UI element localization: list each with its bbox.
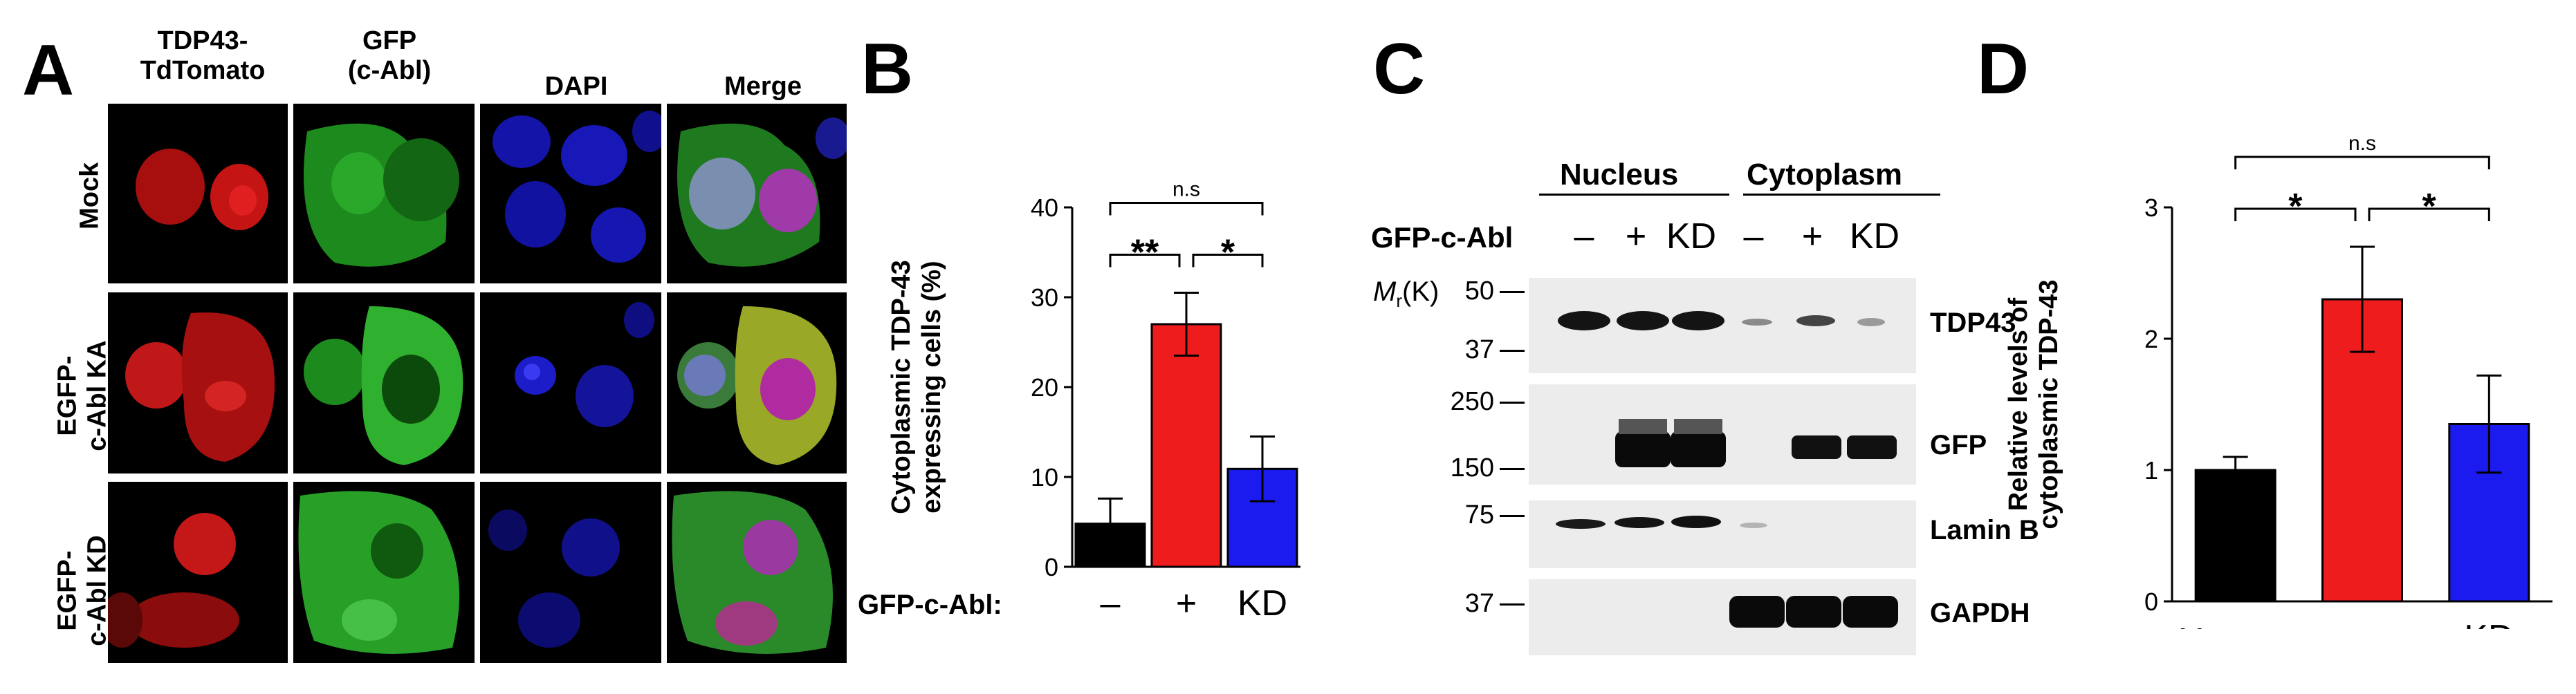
significance-bracket [2234, 207, 2357, 221]
mw-tick-150 [1500, 468, 1525, 470]
column-header-dapi: DAPI [544, 72, 608, 101]
significance-bracket [2368, 207, 2490, 221]
blot-tdp43 [1529, 278, 1916, 373]
mw-tick-250 [1500, 402, 1525, 404]
y-tick-label: 0 [2144, 588, 2158, 616]
category-axis-label: GFP-c-Abl: [858, 590, 1002, 620]
mw-tick-37b [1500, 603, 1525, 606]
y-tick-label: 1 [2144, 456, 2158, 485]
mw-marker-150: 150 [1450, 453, 1494, 482]
image-kd-dapi [480, 482, 661, 663]
row-header-kd: EGFP- c-Abl KD [53, 535, 111, 646]
significance-label: n.s [2348, 132, 2376, 155]
blot-gapdh [1529, 579, 1916, 655]
image-ka-tdp43 [108, 292, 288, 473]
blot-lamin-b [1529, 500, 1916, 568]
mw-marker-37a: 37 [1464, 335, 1494, 364]
treatment-row-label: GFP-c-Abl [1371, 221, 1514, 254]
blot-label-tdp43: TDP43 [1930, 308, 2016, 338]
category-axis-label: GFP-c-Abl: [2068, 624, 2213, 629]
fraction-label-cytoplasm: Cytoplasm [1747, 158, 1902, 191]
fraction-underline-nucleus [1539, 194, 1729, 196]
mw-tick-37a [1500, 350, 1525, 352]
lane-label-2: + [1625, 216, 1647, 256]
blot-gfp [1529, 384, 1916, 485]
y-axis-label: Cytoplasmic TDP-43expressing cells (%) [887, 260, 946, 514]
significance-bracket [1192, 254, 1264, 268]
blot-label-gfp: GFP [1930, 430, 1987, 460]
y-axis-label: Relative levels ofcytoplasmic TDP-43 [2004, 279, 2063, 529]
blot-label-gapdh: GAPDH [1930, 598, 2030, 628]
significance-label: n.s [1172, 178, 1200, 201]
panel-label-b: B [861, 29, 914, 109]
mw-tick-50 [1500, 291, 1525, 293]
category-label: + [1176, 583, 1197, 623]
row-header-ka: EGFP- c-Abl KA [53, 340, 111, 451]
significance-label: ** [1131, 233, 1159, 273]
image-mock-gfp [293, 104, 475, 283]
image-ka-merge [667, 292, 847, 473]
bar [1150, 323, 1222, 568]
fraction-underline-cytoplasm [1743, 194, 1940, 196]
category-label: – [1101, 583, 1121, 623]
image-mock-tdp43 [108, 104, 288, 283]
chart-b: 0 10 20 30 40 Cytoplasmic TDP-43expressing ce… [858, 178, 1300, 623]
blot-label-lamin-b: Lamin B [1930, 515, 2039, 545]
panel-label-d: D [1977, 29, 2030, 109]
row-header-mock: Mock [75, 162, 104, 229]
y-tick-label: 20 [1031, 373, 1058, 402]
y-tick-label: 30 [1031, 283, 1058, 312]
y-tick-label: 10 [1031, 463, 1058, 491]
image-mock-dapi [480, 104, 661, 283]
column-header-tdp43: TDP43- TdTomato [140, 26, 266, 85]
lane-label-3: KD [1666, 216, 1717, 256]
panel-label-c: C [1373, 29, 1426, 109]
mw-tick-75 [1500, 515, 1525, 517]
lane-label-1: – [1574, 216, 1594, 256]
lane-label-6: KD [1849, 216, 1900, 256]
panel-label-a: A [22, 30, 75, 111]
image-mock-merge [667, 104, 847, 283]
significance-bracket [1109, 254, 1181, 268]
image-kd-gfp [293, 482, 475, 663]
lane-label-5: + [1801, 216, 1823, 256]
significance-bracket [2234, 156, 2490, 169]
mw-marker-75: 75 [1464, 500, 1494, 529]
column-header-merge: Merge [724, 72, 802, 101]
image-kd-merge [667, 482, 847, 663]
column-header-gfp: GFP (c-Abl) [347, 26, 432, 85]
significance-label: * [1221, 233, 1235, 273]
mw-marker-250: 250 [1450, 387, 1494, 416]
category-label: – [2225, 618, 2245, 629]
mw-marker-50: 50 [1464, 276, 1494, 306]
image-ka-gfp [293, 292, 475, 473]
y-tick-label: 3 [2144, 194, 2158, 222]
mw-title: Mr(K) [1373, 276, 1439, 311]
significance-label: * [2422, 187, 2437, 227]
chart-d: 0 1 2 3 Relative levels ofcytoplasmic TDP-43… [2004, 132, 2552, 629]
y-tick-label: 2 [2144, 325, 2158, 353]
mw-marker-37b: 37 [1464, 589, 1494, 618]
y-tick-label: 40 [1031, 194, 1058, 222]
image-kd-tdp43 [108, 482, 288, 663]
category-label: KD [1238, 583, 1287, 623]
category-label: KD [2464, 618, 2514, 629]
y-tick-label: 0 [1045, 553, 1058, 581]
lane-label-4: – [1743, 216, 1764, 256]
significance-label: * [2288, 187, 2303, 227]
fraction-label-nucleus: Nucleus [1560, 158, 1679, 191]
image-ka-dapi [480, 292, 661, 473]
category-label: + [2352, 618, 2373, 629]
bar [2194, 469, 2276, 603]
significance-bracket [1109, 202, 1264, 216]
